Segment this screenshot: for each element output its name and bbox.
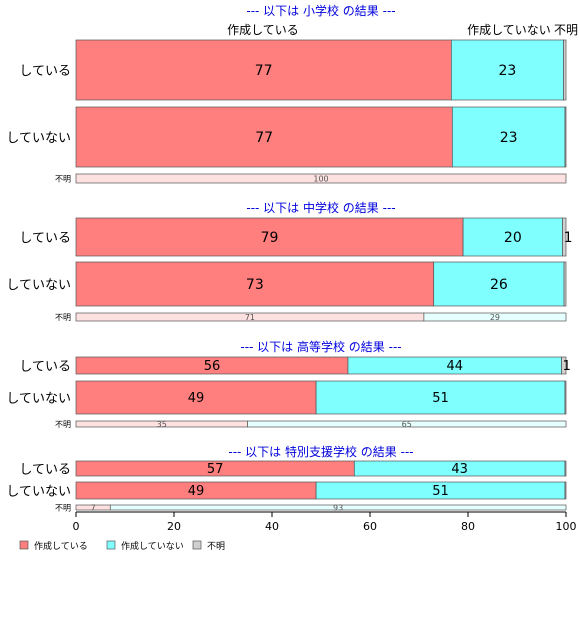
data-label-3-0-0: 57 xyxy=(207,462,224,477)
bar-segment-0-2-0 xyxy=(75,173,567,184)
bar-segment-0-1-1 xyxy=(451,106,566,168)
data-label-2-1-0: 49 xyxy=(188,391,205,406)
data-label-2-2-1: 65 xyxy=(402,420,412,429)
bar-segment-0-0-2 xyxy=(563,39,567,101)
data-label-3-0-1: 43 xyxy=(451,462,468,477)
bar-segment-0-0-0 xyxy=(75,39,452,101)
panel-title-0: --- 以下は 小学校 の結果 --- xyxy=(246,3,395,18)
top-column-label-1: 作成していない xyxy=(467,23,551,37)
bar-segment-0-0-1 xyxy=(450,39,564,101)
bar-segment-1-1-1 xyxy=(433,261,565,307)
data-label-1-0-1: 20 xyxy=(504,230,522,246)
data-label-3-2-1: 93 xyxy=(333,503,343,512)
x-tick-label-0: 0 xyxy=(73,520,80,533)
data-label-2-0-0: 56 xyxy=(204,359,221,374)
x-tick-label-3: 60 xyxy=(363,520,377,533)
bar-segment-0-1-2 xyxy=(564,106,567,168)
bar-segment-2-1-2 xyxy=(564,380,567,415)
data-label-1-0-0: 79 xyxy=(261,230,279,246)
data-label-2-0-2: 1 xyxy=(563,359,571,374)
row-label-3-1: していない xyxy=(6,485,71,500)
panel-title-3: --- 以下は 特別支援学校 の結果 --- xyxy=(228,444,413,459)
data-label-2-2-0: 35 xyxy=(157,420,167,429)
data-label-2-0-1: 44 xyxy=(446,359,463,374)
row-label-0-1: していない xyxy=(6,131,71,146)
bar-segment-1-0-0 xyxy=(75,217,464,257)
data-label-1-1-0: 73 xyxy=(246,277,264,293)
data-label-2-1-1: 51 xyxy=(432,391,449,406)
panel-title-1: --- 以下は 中学校 の結果 --- xyxy=(246,200,395,215)
bar-segment-2-1-1 xyxy=(315,380,566,415)
row-label-3-0: している xyxy=(19,463,71,478)
data-label-1-0-2: 1 xyxy=(564,230,573,246)
legend-label-1: 作成していない xyxy=(121,540,184,552)
bar-segment-1-2-1 xyxy=(423,312,567,322)
data-label-0-1-1: 23 xyxy=(500,130,518,146)
row-label-1-2: 不明 xyxy=(55,313,71,322)
row-label-2-2: 不明 xyxy=(55,420,71,429)
legend-label-0: 作成している xyxy=(34,540,88,552)
data-label-0-2-0: 100 xyxy=(313,174,328,183)
top-column-label-0: 作成している xyxy=(227,23,299,37)
data-label-1-2-1: 29 xyxy=(490,313,500,322)
data-label-0-0-0: 77 xyxy=(255,63,273,79)
bar-segment-3-0-2 xyxy=(564,460,567,477)
legend-swatch-1 xyxy=(106,540,116,550)
data-label-1-1-1: 26 xyxy=(490,277,508,293)
bar-segment-2-0-2 xyxy=(561,356,567,375)
data-label-0-0-1: 23 xyxy=(499,63,517,79)
bar-segment-0-1-0 xyxy=(75,106,453,168)
bar-segment-2-1-0 xyxy=(75,380,317,415)
data-label-3-1-0: 49 xyxy=(188,484,205,499)
row-label-0-2: 不明 xyxy=(55,175,71,184)
x-tick-label-5: 100 xyxy=(556,520,577,533)
bar-segment-1-1-2 xyxy=(563,261,567,307)
x-tick-label-2: 40 xyxy=(265,520,279,533)
data-label-3-1-1: 51 xyxy=(432,484,449,499)
data-label-1-2-0: 71 xyxy=(245,313,255,322)
row-label-3-2: 不明 xyxy=(55,504,71,513)
row-label-0-0: している xyxy=(19,64,71,79)
row-label-1-0: している xyxy=(19,231,71,246)
panel-title-2: --- 以下は 高等学校 の結果 --- xyxy=(240,339,401,354)
bar-segment-1-0-1 xyxy=(462,217,563,257)
legend-swatch-0 xyxy=(19,540,29,550)
legend-label-2: 不明 xyxy=(207,541,225,552)
bar-segment-1-1-0 xyxy=(75,261,435,307)
x-tick-label-1: 20 xyxy=(167,520,181,533)
row-label-2-1: していない xyxy=(6,392,71,407)
data-label-0-1-0: 77 xyxy=(255,130,273,146)
bar-segment-3-1-2 xyxy=(564,481,567,500)
bar-segment-3-2-1 xyxy=(109,504,567,511)
data-label-3-2-0: 7 xyxy=(91,503,96,512)
row-label-2-0: している xyxy=(19,360,71,375)
bar-segment-2-2-1 xyxy=(247,420,567,428)
x-tick-label-4: 80 xyxy=(461,520,475,533)
row-label-1-1: していない xyxy=(6,278,71,293)
legend-swatch-2 xyxy=(192,540,202,550)
bar-segment-1-0-2 xyxy=(562,217,567,257)
top-column-label-2: 不明 xyxy=(554,23,578,37)
